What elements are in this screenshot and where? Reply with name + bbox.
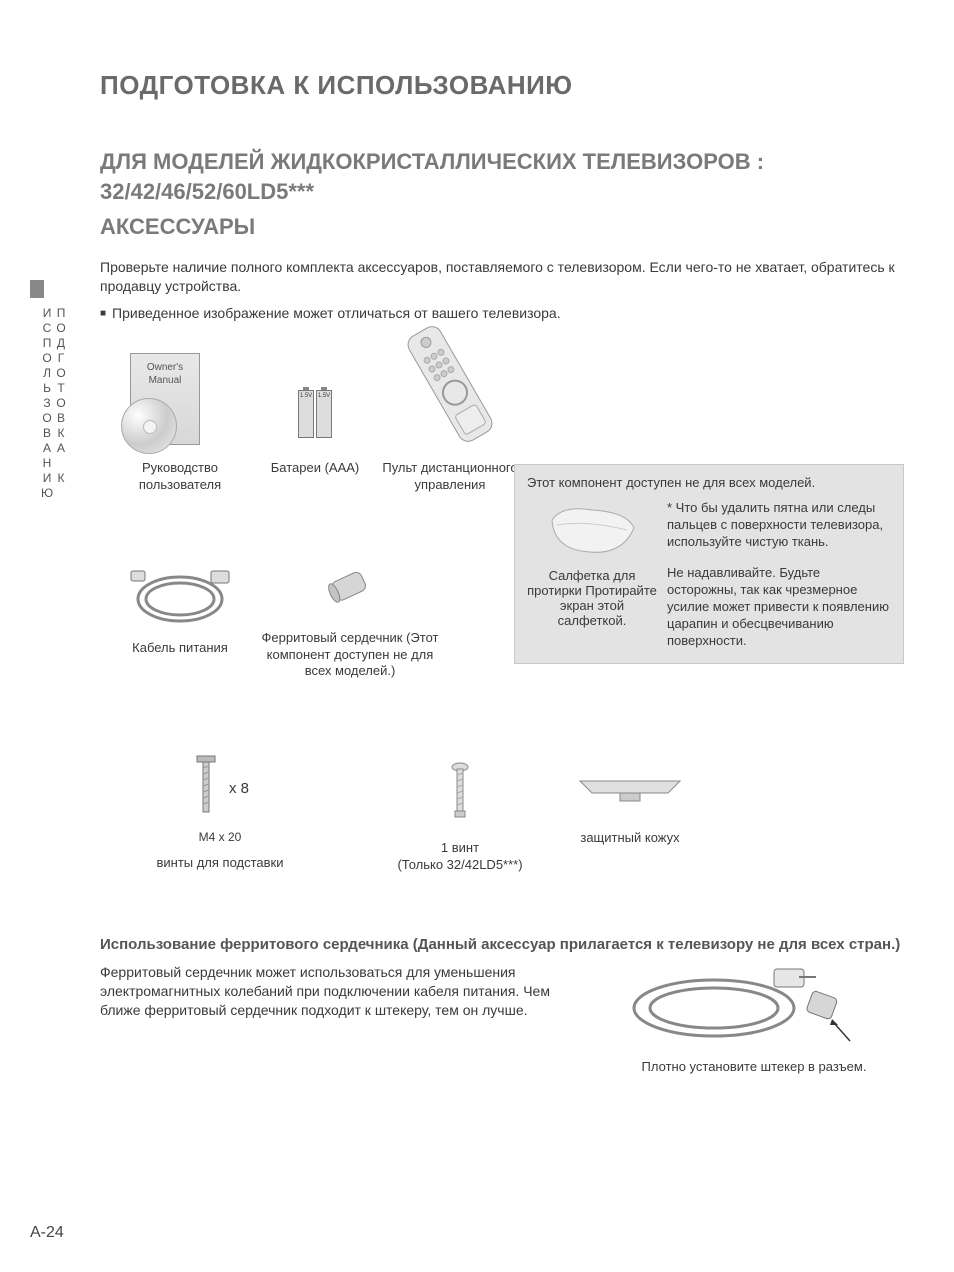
accessory-power-cable-label: Кабель питания: [100, 640, 260, 656]
ferrite-figure: Плотно установите штекер в разъем.: [604, 963, 904, 1074]
notebox-header: Этот компонент доступен не для всех моде…: [527, 475, 891, 490]
single-screw-line1: 1 винт: [370, 840, 550, 856]
notebox-tip2: Не надавливайте. Будьте осторожны, так к…: [667, 565, 891, 649]
side-section-tab: ПОДГОТОВКА К ИСПОЛЬЗОВАНИЮ: [30, 280, 60, 610]
page-title: ПОДГОТОВКА К ИСПОЛЬЗОВАНИЮ: [100, 70, 904, 101]
accessories-subtitle: АКСЕССУАРЫ: [100, 214, 904, 240]
power-cable-icon: [125, 559, 235, 629]
models-subtitle: ДЛЯ МОДЕЛЕЙ ЖИДКОКРИСТАЛЛИЧЕСКИХ ТЕЛЕВИЗ…: [100, 147, 904, 206]
cover-label: защитный кожух: [560, 830, 700, 846]
square-bullet-icon: ■: [100, 304, 106, 322]
manual-book-line2: Manual: [135, 375, 195, 388]
accessory-manual-label: Руководство пользователя: [110, 460, 250, 493]
remote-icon: [390, 314, 510, 454]
accessory-batteries: 1.5V 1.5V Батареи (AAA): [270, 374, 360, 476]
bolt-icon: [191, 754, 221, 824]
single-screw-line2: (Только 32/42LD5***): [370, 857, 550, 873]
manual-book-line1: Owner's: [135, 362, 195, 375]
hardware-row: x 8 M4 x 20 винты для подставки 1 винт (…: [100, 754, 904, 904]
hardware-cover: защитный кожух: [560, 754, 700, 846]
ferrite-section: Ферритовый сердечник может использоватьс…: [100, 963, 904, 1074]
accessory-manual: Owner's Manual Руководство пользователя: [110, 344, 250, 493]
cloth-label: Салфетка для протирки Протирайте экран э…: [527, 568, 657, 628]
accessory-remote: Пульт дистанционного управления: [360, 314, 540, 493]
accessory-remote-label: Пульт дистанционного управления: [360, 460, 540, 493]
ferrite-core-icon: [320, 564, 380, 614]
page-number: A-24: [30, 1224, 64, 1242]
screw-icon: [445, 759, 475, 829]
accessories-grid: Owner's Manual Руководство пользователя …: [100, 334, 904, 744]
intro-paragraph: Проверьте наличие полного комплекта аксе…: [100, 258, 904, 296]
accessory-batteries-label: Батареи (AAA): [270, 460, 360, 476]
ferrite-heading: Использование ферритового сердечника (Да…: [100, 934, 904, 957]
ferrite-cable-icon: [604, 963, 864, 1053]
batteries-icon: 1.5V 1.5V: [298, 390, 332, 438]
notebox-tip1: * Что бы удалить пятна или следы пальцев…: [667, 500, 891, 551]
hardware-screws: x 8 M4 x 20 винты для подставки: [130, 754, 310, 871]
battery-icon: 1.5V: [298, 390, 314, 438]
battery-icon: 1.5V: [316, 390, 332, 438]
manual-disc-icon: [121, 398, 177, 454]
side-tab-marker: [30, 280, 44, 298]
screws-qty: x 8: [229, 780, 249, 799]
accessory-power-cable: Кабель питания: [100, 554, 260, 656]
accessory-ferrite-core-label: Ферритовый сердечник (Этот компонент дос…: [260, 630, 440, 679]
screws-label: винты для подставки: [130, 855, 310, 871]
accessory-ferrite-core: Ферритовый сердечник (Этот компонент дос…: [260, 554, 440, 679]
manual-book-icon: Owner's Manual: [130, 353, 200, 445]
ferrite-body: Ферритовый сердечник может использоватьс…: [100, 963, 574, 1020]
cloth-note-box: Этот компонент доступен не для всех моде…: [514, 464, 904, 664]
protective-cover-icon: [570, 769, 690, 809]
ferrite-caption: Плотно установите штекер в разъем.: [604, 1059, 904, 1074]
screws-spec: M4 x 20: [130, 830, 310, 845]
hardware-single-screw: 1 винт (Только 32/42LD5***): [370, 754, 550, 873]
side-tab-label: ПОДГОТОВКА К ИСПОЛЬЗОВАНИЮ: [40, 306, 68, 610]
cloth-icon: [542, 500, 642, 560]
